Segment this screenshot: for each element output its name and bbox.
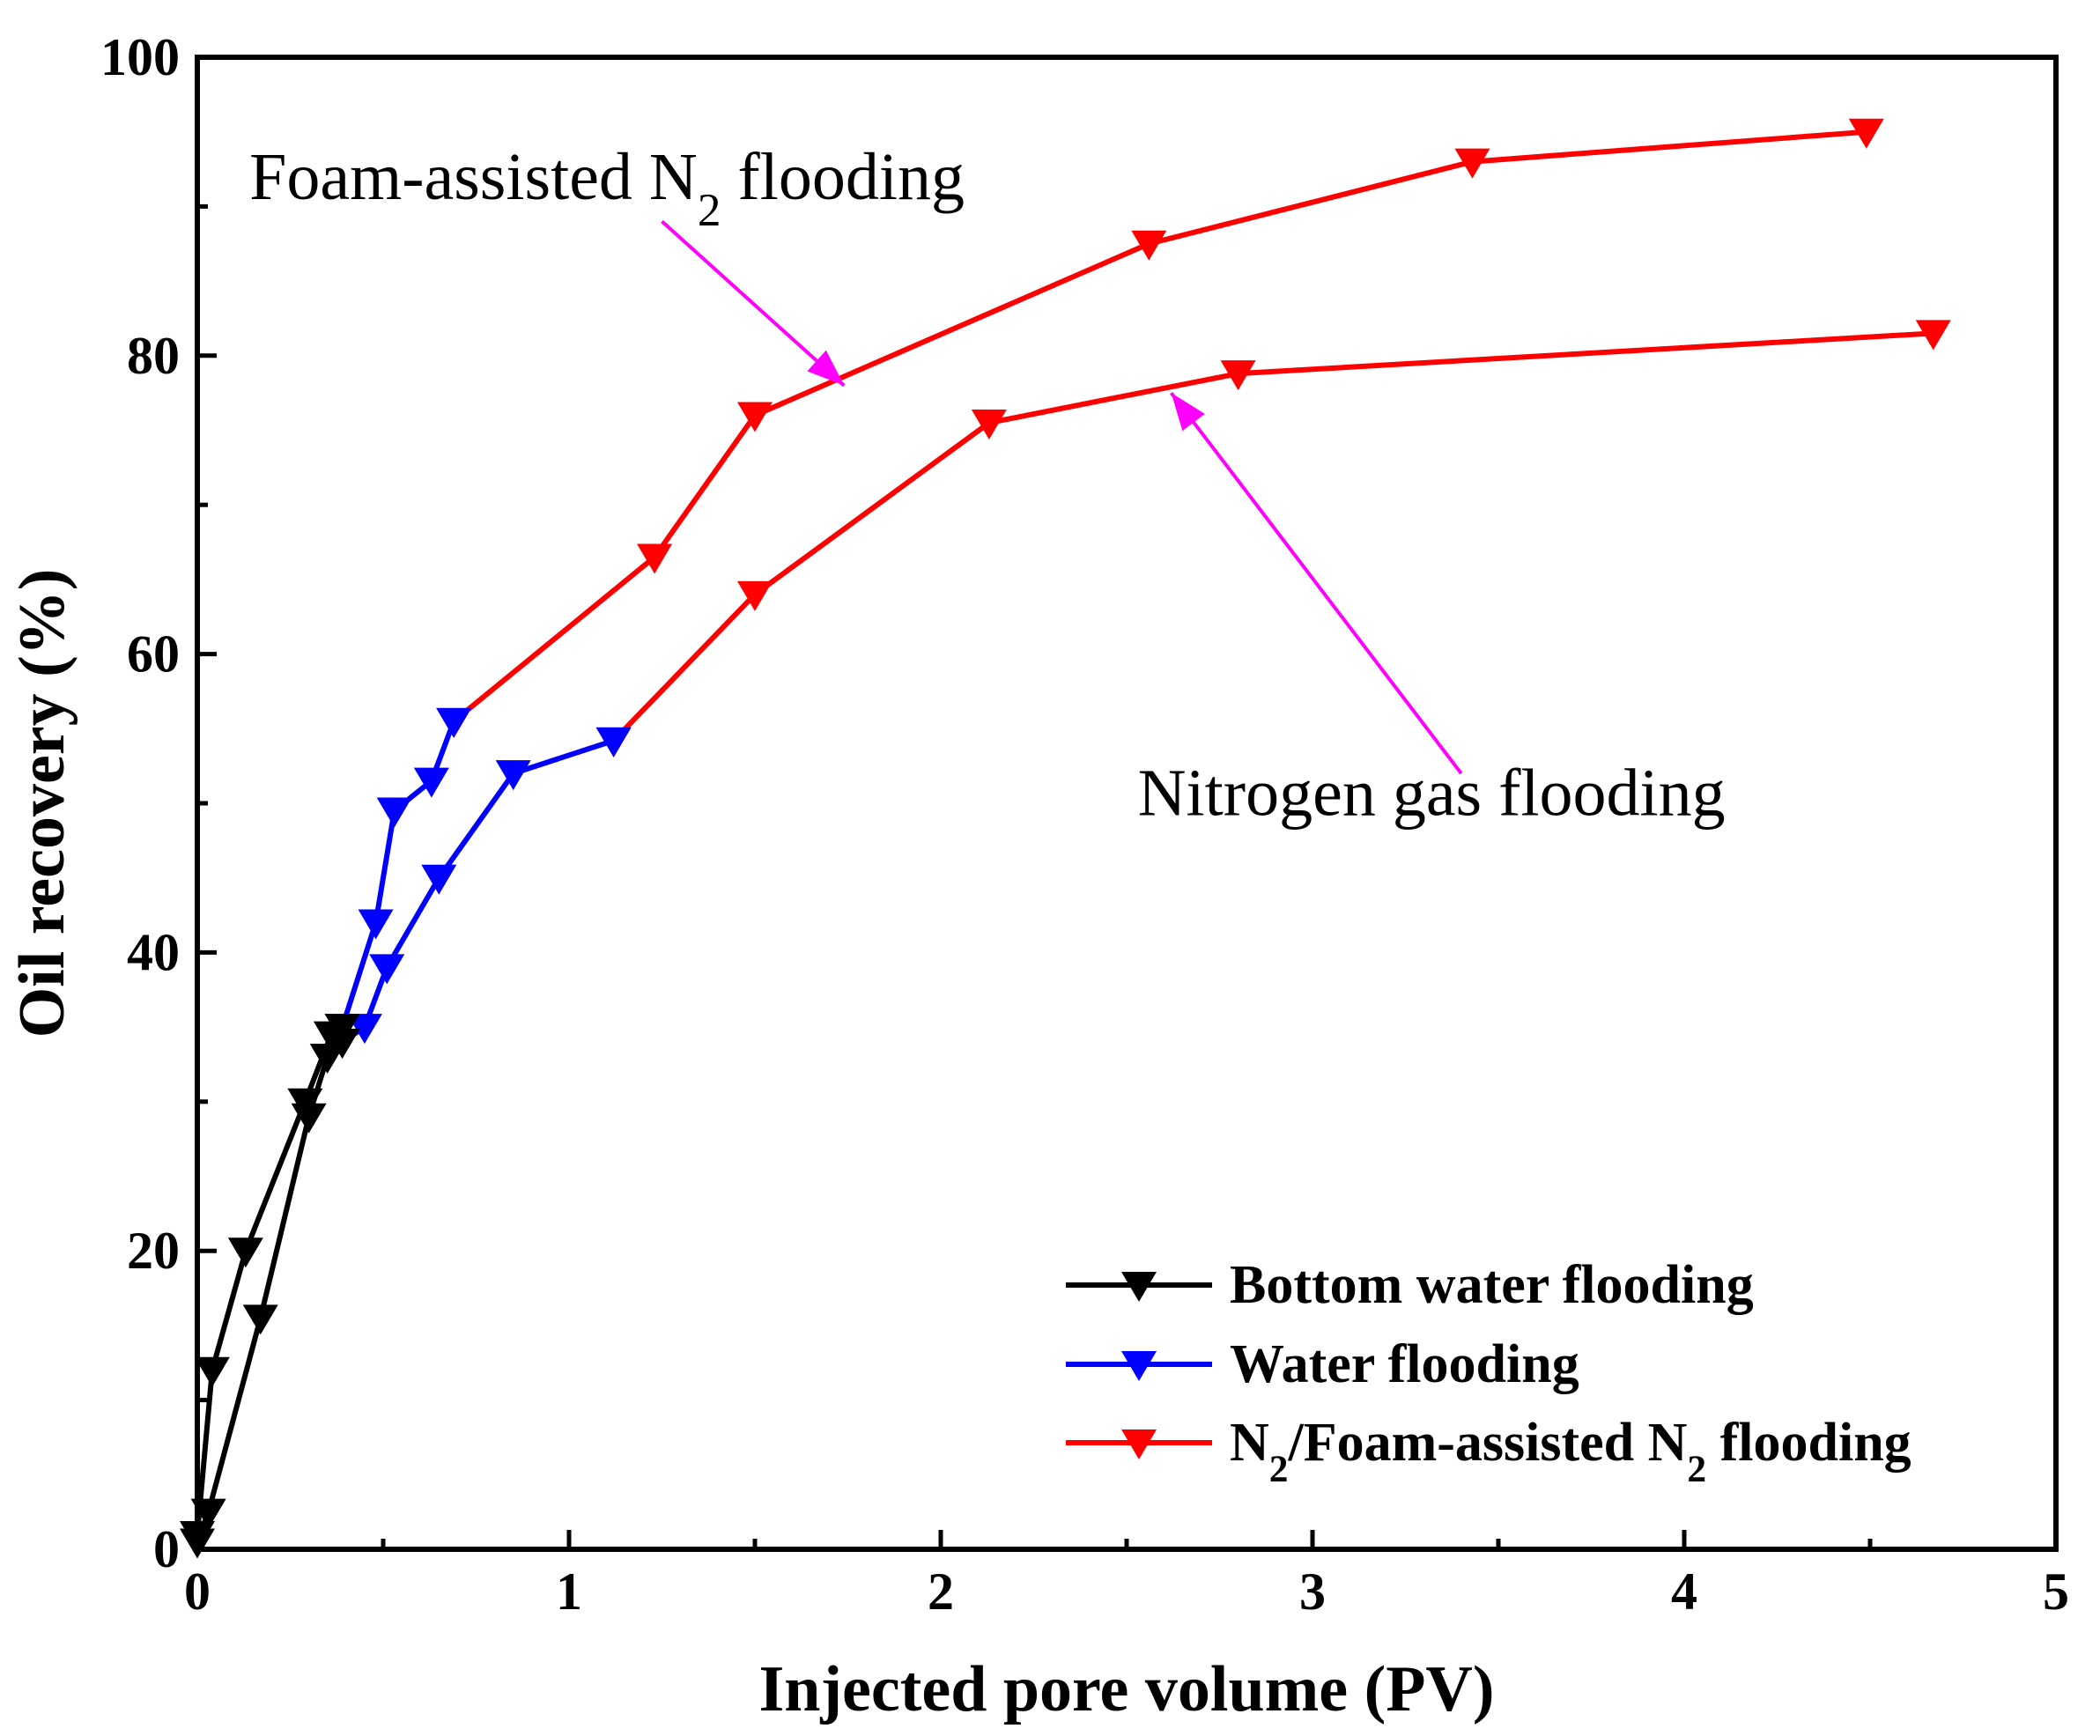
data-point-water bbox=[495, 760, 531, 791]
data-point-water bbox=[413, 767, 449, 798]
data-point-water bbox=[358, 909, 394, 940]
y-tick-label: 40 bbox=[127, 923, 180, 981]
x-tick-label: 5 bbox=[2043, 1562, 2069, 1621]
y-tick-label: 20 bbox=[127, 1222, 180, 1280]
data-point-bottom bbox=[291, 1103, 327, 1134]
legend-label: N2/Foam-assisted N2 flooding bbox=[1230, 1413, 1911, 1490]
legend: Bottom water flooding Water flooding N2/Fo… bbox=[1066, 1255, 1911, 1490]
x-tick-label: 1 bbox=[556, 1562, 582, 1621]
x-tick-label: 0 bbox=[184, 1562, 211, 1621]
x-tick-label: 3 bbox=[1299, 1562, 1326, 1621]
data-point-water bbox=[369, 954, 405, 985]
series-layer bbox=[180, 118, 1951, 1559]
data-point-water bbox=[376, 797, 412, 828]
annotation-arrow-line bbox=[1170, 391, 1463, 775]
data-point-n2 bbox=[1454, 148, 1490, 179]
legend-marker bbox=[1121, 1429, 1157, 1459]
y-tick-label: 80 bbox=[127, 327, 180, 385]
legend-label: Water flooding bbox=[1230, 1334, 1579, 1394]
data-point-n2 bbox=[1915, 320, 1951, 351]
axes: 0 1 2 3 4 5 0 20 40 60 80 100 bbox=[100, 28, 2069, 1621]
y-tick-label: 100 bbox=[100, 28, 180, 86]
data-point-bottom bbox=[190, 1498, 226, 1529]
annotation-label: Foam-assisted N2 flooding bbox=[249, 140, 965, 236]
annotation-arrow-line bbox=[661, 219, 846, 388]
data-point-n2 bbox=[1131, 230, 1167, 261]
data-point-water bbox=[595, 727, 632, 757]
annotation-arrowhead bbox=[1171, 393, 1205, 432]
annotation-layer: Foam-assisted N2 flooding Nitrogen gas fl… bbox=[249, 140, 1726, 831]
x-axis-title: Injected pore volume (PV) bbox=[758, 1653, 1494, 1725]
data-point-n2 bbox=[737, 580, 773, 611]
plot-frame bbox=[195, 55, 2059, 1552]
x-tick-label: 2 bbox=[928, 1562, 954, 1621]
series-line-n2 bbox=[452, 129, 1867, 724]
data-point-bottom bbox=[227, 1237, 263, 1268]
x-tick-label: 4 bbox=[1671, 1562, 1697, 1621]
annotation-label: Nitrogen gas flooding bbox=[1138, 757, 1726, 831]
legend-label: Bottom water flooding bbox=[1230, 1255, 1754, 1315]
data-point-water bbox=[436, 707, 472, 738]
data-point-bottom bbox=[180, 1528, 215, 1559]
legend-marker bbox=[1121, 1351, 1157, 1381]
data-point-bottom bbox=[242, 1304, 278, 1335]
data-point-bottom bbox=[309, 1043, 345, 1074]
data-point-bottom bbox=[194, 1356, 230, 1387]
data-point-n2 bbox=[1848, 118, 1884, 149]
data-point-water bbox=[346, 1014, 382, 1045]
data-point-n2 bbox=[737, 402, 773, 432]
annotation-arrowhead bbox=[807, 350, 845, 386]
y-tick-label: 0 bbox=[153, 1520, 180, 1578]
y-tick-label: 60 bbox=[127, 625, 180, 683]
data-point-n2 bbox=[1220, 360, 1256, 391]
legend-marker bbox=[1121, 1272, 1157, 1302]
data-point-water bbox=[421, 864, 457, 895]
series-line-n2 bbox=[611, 330, 1934, 742]
series-line-bottom bbox=[195, 1039, 344, 1543]
data-point-n2 bbox=[637, 543, 673, 574]
y-axis-title: Oil recovery (%) bbox=[6, 569, 78, 1038]
data-point-n2 bbox=[971, 410, 1007, 440]
data-point-bottom bbox=[324, 1029, 360, 1060]
